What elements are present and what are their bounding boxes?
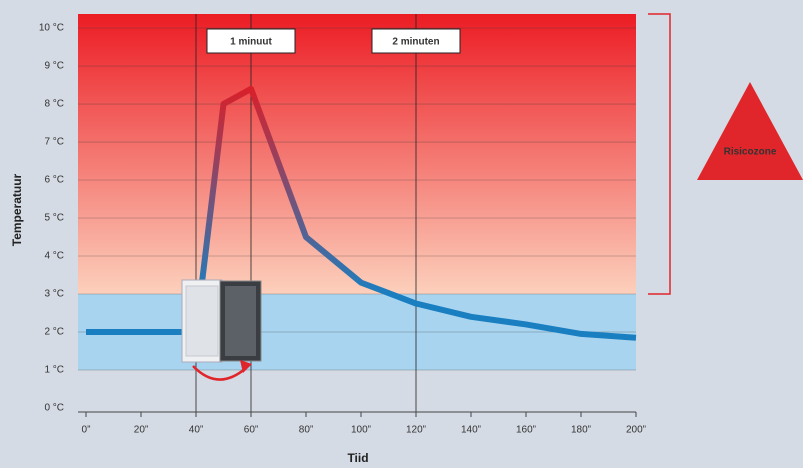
y-tick-label: 8 °C [44,99,64,110]
y-tick-label: 2 °C [44,327,64,338]
y-tick-label: 5 °C [44,213,64,224]
y-tick-label: 10 °C [39,23,64,34]
y-tick-label: 0 °C [44,403,64,414]
temperature-line [86,85,637,341]
x-axis-label: Tiid [347,451,368,465]
x-tick-label: 100” [351,425,371,436]
y-tick-label: 4 °C [44,251,64,262]
marker-box [371,28,461,54]
risk-triangle [697,82,803,180]
y-tick-label: 3 °C [44,289,64,300]
y-tick-label: 9 °C [44,61,64,72]
risk-bracket [648,13,671,295]
x-tick-label: 80” [299,425,313,436]
x-tick-label: 180” [571,425,591,436]
risk-label: Risicozone [724,147,777,158]
y-tick-label: 6 °C [44,175,64,186]
x-tick-label: 120” [406,425,426,436]
fridge-illustration [181,279,262,381]
arrow-head [240,360,252,373]
y-axis-label: Temperatuur [10,173,24,246]
fridge-shelves [185,285,219,357]
marker-label: 1 minuut [230,37,272,48]
door-arrow [192,365,247,381]
x-tick-label: 0” [82,425,91,436]
y-tick-label: 7 °C [44,137,64,148]
x-tick-label: 60” [244,425,258,436]
x-tick-label: 140” [461,425,481,436]
risk-zone-band [78,14,636,295]
x-tick-label: 40” [189,425,203,436]
marker-box [206,28,296,54]
x-tick-label: 200” [626,425,646,436]
fridge-glass [225,286,256,356]
marker-label: 2 minuten [392,37,439,48]
x-tick-label: 160” [516,425,536,436]
y-tick-label: 1 °C [44,365,64,376]
x-tick-label: 20” [134,425,148,436]
